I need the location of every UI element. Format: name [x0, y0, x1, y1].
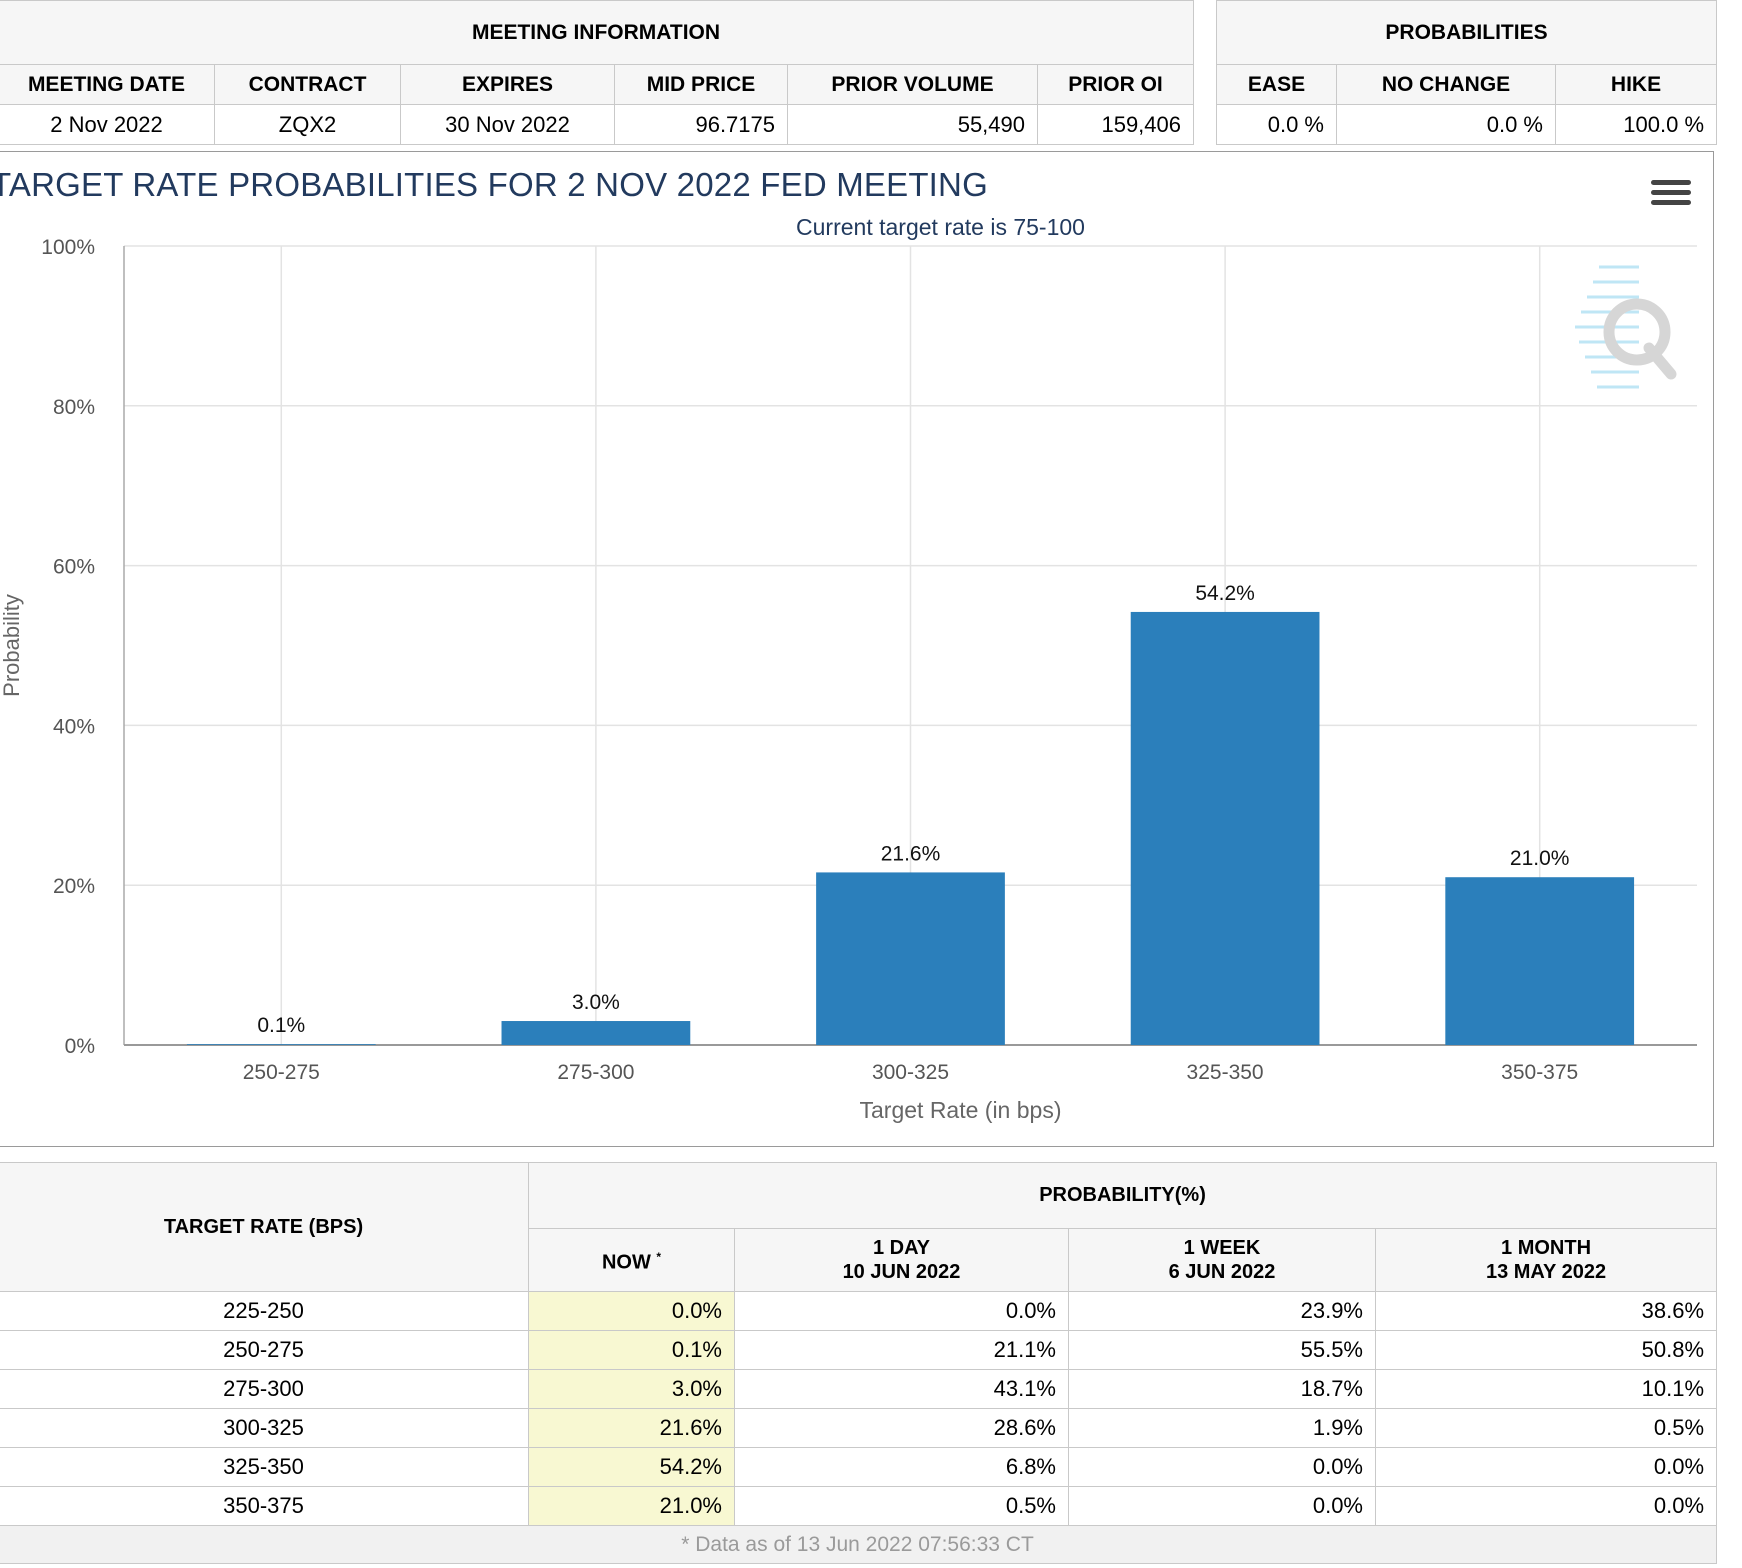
month-cell: 0.0% — [1374, 1447, 1718, 1487]
table-row: 325-350 54.2% 6.8% 0.0% 0.0% — [0, 1447, 1718, 1487]
mid-price-value: 96.7175 — [614, 104, 788, 145]
prior-volume-value: 55,490 — [787, 104, 1038, 145]
day-cell: 0.5% — [734, 1486, 1069, 1526]
month-cell: 50.8% — [1374, 1330, 1718, 1370]
probability-header: PROBABILITY(%) — [527, 1162, 1718, 1229]
meeting-information-table: MEETING INFORMATION MEETING DATE CONTRAC… — [0, 0, 1194, 145]
month-cell: 38.6% — [1374, 1291, 1718, 1331]
day-cell: 28.6% — [734, 1408, 1069, 1448]
table-row: 350-375 21.0% 0.5% 0.0% 0.0% — [0, 1486, 1718, 1526]
no-change-value: 0.0 % — [1336, 104, 1556, 145]
col-no-change: NO CHANGE — [1336, 64, 1556, 105]
hike-value: 100.0 % — [1554, 104, 1718, 145]
x-axis-title: Target Rate (in bps) — [860, 1097, 1062, 1123]
now-cell: 21.6% — [528, 1408, 735, 1448]
probabilities-header: PROBABILITIES — [1215, 0, 1718, 65]
col-expires: EXPIRES — [400, 64, 615, 105]
x-tick-label: 325-350 — [1187, 1061, 1264, 1084]
col-now: NOW * — [528, 1228, 735, 1292]
day-cell: 0.0% — [734, 1291, 1069, 1331]
col-hike: HIKE — [1554, 64, 1718, 105]
probabilities-table: PROBABILITIES EASE NO CHANGE HIKE 0.0 % … — [1215, 0, 1718, 145]
bar-300-325[interactable] — [816, 872, 1005, 1045]
data-label: 3.0% — [572, 991, 620, 1014]
data-label: 0.1% — [257, 1014, 305, 1037]
month-cell: 0.0% — [1374, 1486, 1718, 1526]
col-1-week: 1 WEEK 6 JUN 2022 — [1068, 1228, 1376, 1292]
x-tick-label: 275-300 — [557, 1061, 634, 1084]
rate-cell: 325-350 — [0, 1447, 529, 1487]
y-tick-label: 40% — [53, 715, 95, 738]
bar-325-350[interactable] — [1130, 611, 1320, 1045]
now-cell: 3.0% — [528, 1369, 735, 1409]
chart-title: TARGET RATE PROBABILITIES FOR 2 NOV 2022… — [0, 166, 988, 203]
rate-cell: 250-275 — [0, 1330, 529, 1370]
week-cell: 1.9% — [1068, 1408, 1376, 1448]
col-mid-price: MID PRICE — [614, 64, 788, 105]
now-cell: 21.0% — [528, 1486, 735, 1526]
chart-labels: 0% 20% 40% 60% 80% 100% 0.1% 250-275 3.0% 275-300… — [0, 214, 1578, 1123]
y-tick-label: 100% — [41, 236, 95, 259]
rate-cell: 350-375 — [0, 1486, 529, 1526]
day-cell: 43.1% — [734, 1369, 1069, 1409]
bar-350-375[interactable] — [1445, 877, 1635, 1045]
now-cell: 0.0% — [528, 1291, 735, 1331]
chart-bars — [186, 611, 1635, 1045]
target-rate-header: TARGET RATE (BPS) — [0, 1162, 529, 1292]
target-rate-probability-table: TARGET RATE (BPS) PROBABILITY(%) NOW * 1… — [0, 1162, 1718, 1564]
data-label: 21.6% — [881, 842, 941, 865]
watermark-logo — [1575, 265, 1677, 389]
day-cell: 21.1% — [734, 1330, 1069, 1370]
x-tick-label: 300-325 — [872, 1061, 949, 1084]
now-cell: 0.1% — [528, 1330, 735, 1370]
table-row: 250-275 0.1% 21.1% 55.5% 50.8% — [0, 1330, 1718, 1370]
week-cell: 18.7% — [1068, 1369, 1376, 1409]
x-tick-label: 350-375 — [1501, 1061, 1578, 1084]
prior-oi-value: 159,406 — [1037, 104, 1194, 145]
chart-menu-button[interactable] — [1651, 180, 1691, 212]
ease-value: 0.0 % — [1216, 104, 1337, 145]
col-prior-volume: PRIOR VOLUME — [787, 64, 1038, 105]
y-tick-label: 0% — [65, 1035, 95, 1058]
week-cell: 23.9% — [1068, 1291, 1376, 1331]
bar-275-300[interactable] — [501, 1021, 691, 1045]
col-prior-oi: PRIOR OI — [1037, 64, 1194, 105]
y-tick-label: 60% — [53, 556, 95, 579]
rate-cell: 225-250 — [0, 1291, 529, 1331]
now-cell: 54.2% — [528, 1447, 735, 1487]
week-cell: 0.0% — [1068, 1447, 1376, 1487]
table-row: 300-325 21.6% 28.6% 1.9% 0.5% — [0, 1408, 1718, 1448]
rate-cell: 300-325 — [0, 1408, 529, 1448]
expires-value: 30 Nov 2022 — [400, 104, 615, 145]
col-contract: CONTRACT — [214, 64, 401, 105]
y-tick-label: 80% — [53, 396, 95, 419]
month-cell: 0.5% — [1374, 1408, 1718, 1448]
col-meeting-date: MEETING DATE — [0, 64, 215, 105]
col-ease: EASE — [1216, 64, 1337, 105]
y-tick-label: 20% — [53, 875, 95, 898]
day-cell: 6.8% — [734, 1447, 1069, 1487]
chart-subtitle: Current target rate is 75-100 — [796, 214, 1085, 240]
y-axis-title: Probability — [0, 594, 24, 697]
bar-250-275[interactable] — [186, 1044, 376, 1045]
col-1-day: 1 DAY 10 JUN 2022 — [734, 1228, 1069, 1292]
bar-chart: 0% 20% 40% 60% 80% 100% 0.1% 250-275 3.0% 275-300… — [0, 214, 1697, 1123]
table-row: 225-250 0.0% 0.0% 23.9% 38.6% — [0, 1291, 1718, 1331]
x-tick-label: 250-275 — [243, 1061, 320, 1084]
chart-panel: TARGET RATE PROBABILITIES FOR 2 NOV 2022… — [0, 151, 1714, 1147]
month-cell: 10.1% — [1374, 1369, 1718, 1409]
data-timestamp-footnote: * Data as of 13 Jun 2022 07:56:33 CT — [0, 1525, 1718, 1564]
contract-value: ZQX2 — [214, 104, 401, 145]
meeting-information-header: MEETING INFORMATION — [0, 0, 1194, 65]
rate-cell: 275-300 — [0, 1369, 529, 1409]
col-1-month: 1 MONTH 13 MAY 2022 — [1374, 1228, 1718, 1292]
week-cell: 0.0% — [1068, 1486, 1376, 1526]
data-label: 54.2% — [1195, 582, 1255, 605]
table-row: 275-300 3.0% 43.1% 18.7% 10.1% — [0, 1369, 1718, 1409]
week-cell: 55.5% — [1068, 1330, 1376, 1370]
hamburger-menu-icon — [1651, 180, 1691, 185]
data-label: 21.0% — [1510, 847, 1570, 870]
meeting-date-value: 2 Nov 2022 — [0, 104, 215, 145]
